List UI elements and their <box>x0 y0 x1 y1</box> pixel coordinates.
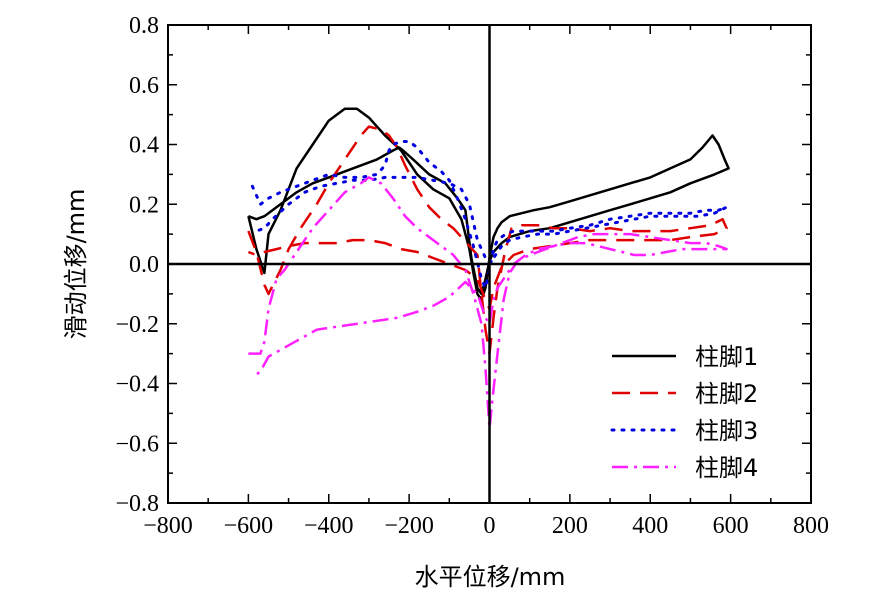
x-tick-label: 600 <box>713 513 749 539</box>
legend: 柱脚1 柱脚2 柱脚3 柱脚4 <box>610 343 758 482</box>
y-axis-title: 滑动位移/mm <box>62 189 90 340</box>
y-tick-label: 0.2 <box>129 192 159 218</box>
y-tick-label: −0.4 <box>115 372 159 398</box>
y-tick-label: 0.8 <box>129 13 159 39</box>
x-tick-label: −400 <box>304 513 354 539</box>
x-axis-title: 水平位移/mm <box>415 563 566 591</box>
legend-label-4: 柱脚4 <box>695 454 758 482</box>
legend-label-1: 柱脚1 <box>695 343 758 371</box>
y-tick-label: 0.4 <box>129 133 159 159</box>
y-tick-label: −0.2 <box>115 312 159 338</box>
plot-lines-group <box>247 107 730 430</box>
legend-label-3: 柱脚3 <box>695 417 758 445</box>
x-tick-label: 800 <box>793 513 829 539</box>
x-tick-label: −800 <box>143 513 193 539</box>
axis-lines-group <box>168 25 811 503</box>
x-tick-label: 200 <box>552 513 588 539</box>
x-tick-label: −200 <box>384 513 434 539</box>
tick-labels-group: −800 −600 −400 −200 0 200 400 600 800 −0.8 −0.6 −0.… <box>115 13 829 539</box>
series-line-2 <box>247 125 728 355</box>
series-line-4 <box>248 176 728 430</box>
y-tick-label: 0.6 <box>129 73 159 99</box>
x-tick-label: 400 <box>632 513 668 539</box>
y-tick-label: −0.6 <box>115 431 159 457</box>
y-tick-label: −0.8 <box>115 491 159 517</box>
x-tick-label: −600 <box>224 513 274 539</box>
series-line-3 <box>250 140 729 290</box>
legend-label-2: 柱脚2 <box>695 380 758 408</box>
y-tick-label: 0.0 <box>129 252 159 278</box>
plot-frame <box>167 24 812 504</box>
series-line-1 <box>247 107 730 302</box>
x-tick-label: 0 <box>484 513 496 539</box>
